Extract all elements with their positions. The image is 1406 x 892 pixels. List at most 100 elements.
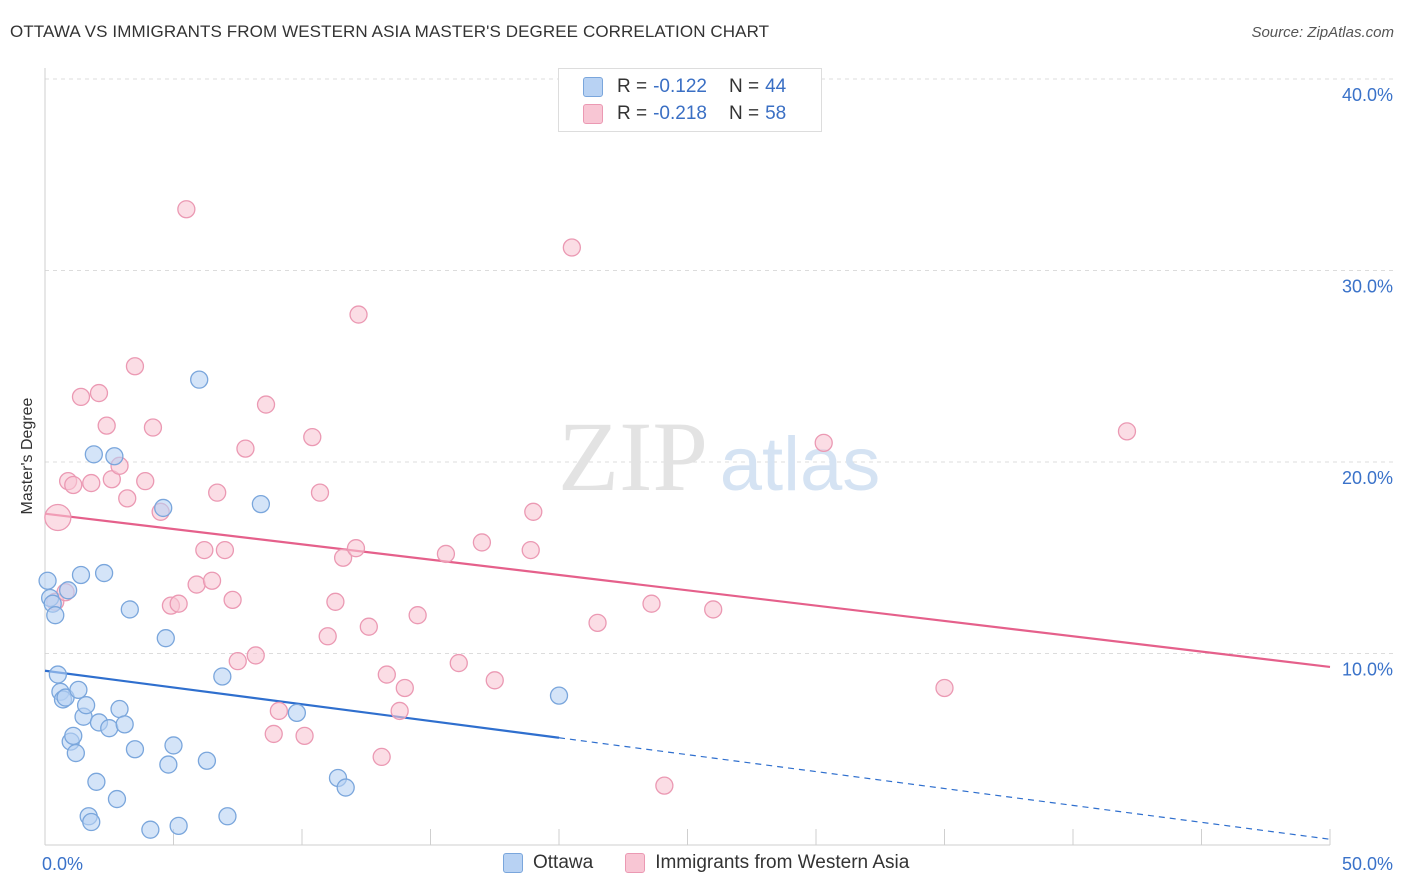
point-western-asia: [485, 671, 504, 690]
point-ottawa: [110, 699, 129, 719]
point-western-asia: [228, 652, 247, 671]
point-ottawa: [141, 820, 160, 839]
point-ottawa: [64, 726, 83, 745]
point-western-asia: [704, 600, 723, 619]
y-tick-label: 40.0%: [1342, 85, 1393, 105]
point-ottawa: [76, 696, 96, 715]
point-ottawa: [287, 703, 307, 723]
point-western-asia: [1117, 422, 1137, 441]
point-western-asia: [195, 540, 214, 560]
point-western-asia: [524, 502, 543, 521]
point-western-asia: [223, 590, 242, 610]
trend-line-western-asia: [44, 512, 1331, 668]
point-ottawa: [549, 686, 569, 705]
point-ottawa: [105, 447, 124, 466]
series-legend: Ottawa Immigrants from Western Asia: [503, 852, 941, 874]
point-western-asia: [44, 503, 72, 532]
point-western-asia: [310, 483, 330, 502]
series-swatch-ottawa: [503, 853, 523, 873]
trend-line-ottawa-extrapolated: [558, 737, 1331, 840]
point-ottawa: [84, 445, 103, 464]
series-label-ottawa: Ottawa: [533, 852, 594, 873]
legend-r-value-western-asia: -0.218: [653, 103, 707, 124]
point-western-asia: [236, 439, 255, 458]
legend-row-western-asia: R = -0.218 N = 58: [583, 102, 786, 126]
point-ottawa: [48, 665, 67, 684]
point-western-asia: [359, 617, 378, 636]
point-western-asia: [655, 776, 674, 795]
point-ottawa: [69, 680, 88, 700]
point-western-asia: [377, 665, 396, 684]
series-swatch-western-asia: [625, 853, 646, 873]
point-western-asia: [521, 540, 540, 560]
point-ottawa: [71, 565, 91, 585]
point-western-asia: [169, 594, 188, 613]
point-ottawa: [46, 606, 65, 625]
point-western-asia: [136, 471, 155, 491]
point-ottawa: [154, 498, 173, 518]
point-western-asia: [71, 387, 91, 407]
y-tick-label: 20.0%: [1342, 468, 1393, 488]
point-ottawa: [159, 755, 178, 774]
point-western-asia: [208, 483, 227, 502]
correlation-legend: R = -0.122 N = 44 R = -0.218 N = 58: [558, 68, 822, 132]
point-ottawa: [251, 494, 271, 514]
point-ottawa: [213, 667, 232, 686]
point-western-asia: [97, 416, 116, 435]
point-western-asia: [562, 238, 581, 257]
legend-r-value-ottawa: -0.122: [653, 76, 707, 97]
point-ottawa: [156, 629, 175, 648]
point-ottawa: [164, 736, 183, 755]
y-tick-label: 30.0%: [1342, 277, 1393, 297]
point-western-asia: [935, 678, 954, 698]
point-western-asia: [246, 646, 265, 665]
point-ottawa: [115, 715, 134, 734]
y-tick-label: 10.0%: [1342, 660, 1393, 680]
point-western-asia: [333, 548, 353, 567]
point-western-asia: [303, 427, 322, 447]
legend-n-value-western-asia: 58: [765, 103, 787, 124]
legend-r-label: R =: [617, 103, 648, 124]
point-western-asia: [346, 539, 366, 558]
legend-n-label: N =: [728, 76, 760, 97]
point-western-asia: [64, 475, 83, 495]
gridlines: [45, 78, 1395, 654]
point-western-asia: [177, 200, 196, 219]
point-western-asia: [372, 747, 391, 767]
x-tick-label-min: 0.0%: [42, 854, 83, 874]
x-tick-label-max: 50.0%: [1342, 854, 1393, 874]
point-western-asia: [295, 726, 314, 745]
legend-r-label: R =: [617, 76, 648, 97]
point-western-asia: [588, 613, 607, 633]
point-western-asia: [349, 305, 368, 324]
point-western-asia: [472, 533, 492, 552]
legend-swatch-western-asia: [583, 104, 603, 124]
point-western-asia: [642, 594, 661, 613]
watermark-atlas: atlas: [720, 422, 881, 507]
point-ottawa: [190, 370, 209, 389]
point-western-asia: [408, 606, 427, 625]
series-legend-ottawa[interactable]: Ottawa: [503, 852, 593, 874]
point-ottawa: [82, 812, 101, 832]
point-western-asia: [436, 544, 456, 564]
point-western-asia: [187, 575, 206, 594]
point-ottawa: [336, 778, 355, 797]
point-ottawa: [169, 816, 188, 835]
series-legend-western-asia[interactable]: Immigrants from Western Asia: [625, 852, 909, 874]
source-credit: Source: ZipAtlas.com: [1251, 24, 1394, 41]
legend-n-value-ottawa: 44: [765, 76, 787, 97]
trend-lines: [44, 512, 1331, 840]
legend-swatch-ottawa: [583, 77, 603, 97]
point-western-asia: [143, 418, 163, 437]
trend-line-ottawa: [44, 669, 560, 739]
point-western-asia: [82, 473, 101, 493]
axes: [44, 68, 1331, 846]
point-western-asia: [449, 653, 468, 673]
point-ottawa: [107, 789, 127, 809]
point-western-asia: [89, 383, 109, 403]
point-western-asia: [125, 357, 145, 376]
point-western-asia: [326, 592, 345, 611]
point-western-asia: [256, 395, 276, 414]
legend-n-label: N =: [728, 103, 760, 124]
